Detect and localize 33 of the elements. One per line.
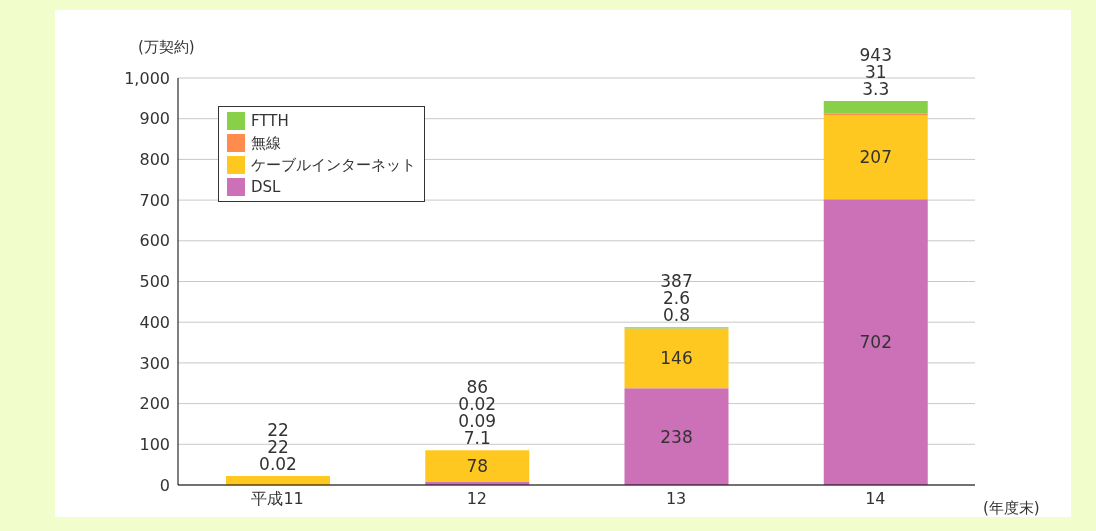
legend-label: DSL — [251, 178, 281, 196]
x-tick-label: 12 — [466, 489, 488, 509]
bar — [425, 450, 530, 483]
legend-label: ケーブルインターネット — [251, 155, 416, 175]
y-tick-label: 600 — [139, 231, 170, 251]
x-tick-label: 平成11 — [251, 489, 304, 509]
y-tick-label: 1,000 — [124, 68, 170, 88]
y-tick-label: 700 — [139, 190, 170, 210]
data-label: 78 — [466, 456, 489, 477]
bar — [823, 115, 928, 200]
bar — [823, 199, 928, 485]
x-tick-label: 13 — [665, 489, 687, 509]
data-label: 207 — [859, 147, 892, 168]
y-axis-title: (万契約) — [138, 38, 195, 57]
bar — [226, 476, 330, 485]
legend-label: 無線 — [251, 133, 281, 153]
y-tick-label: 100 — [139, 434, 170, 454]
y-tick-label: 300 — [139, 353, 170, 373]
legend-label: FTTH — [251, 112, 289, 130]
data-label: 238 — [660, 426, 693, 447]
y-tick-label: 900 — [139, 109, 170, 129]
y-tick-label: 200 — [139, 394, 170, 414]
y-tick-label: 800 — [139, 150, 170, 170]
y-tick-label: 0 — [159, 475, 170, 495]
data-label: 702 — [859, 332, 892, 353]
x-axis-title: (年度末) — [983, 499, 1040, 518]
y-tick-label: 500 — [139, 272, 170, 292]
bar — [624, 328, 729, 389]
data-label: 146 — [660, 348, 693, 369]
bar — [624, 388, 729, 485]
bar — [823, 101, 928, 114]
y-tick-label: 400 — [139, 312, 170, 332]
x-tick-label: 14 — [865, 489, 886, 509]
